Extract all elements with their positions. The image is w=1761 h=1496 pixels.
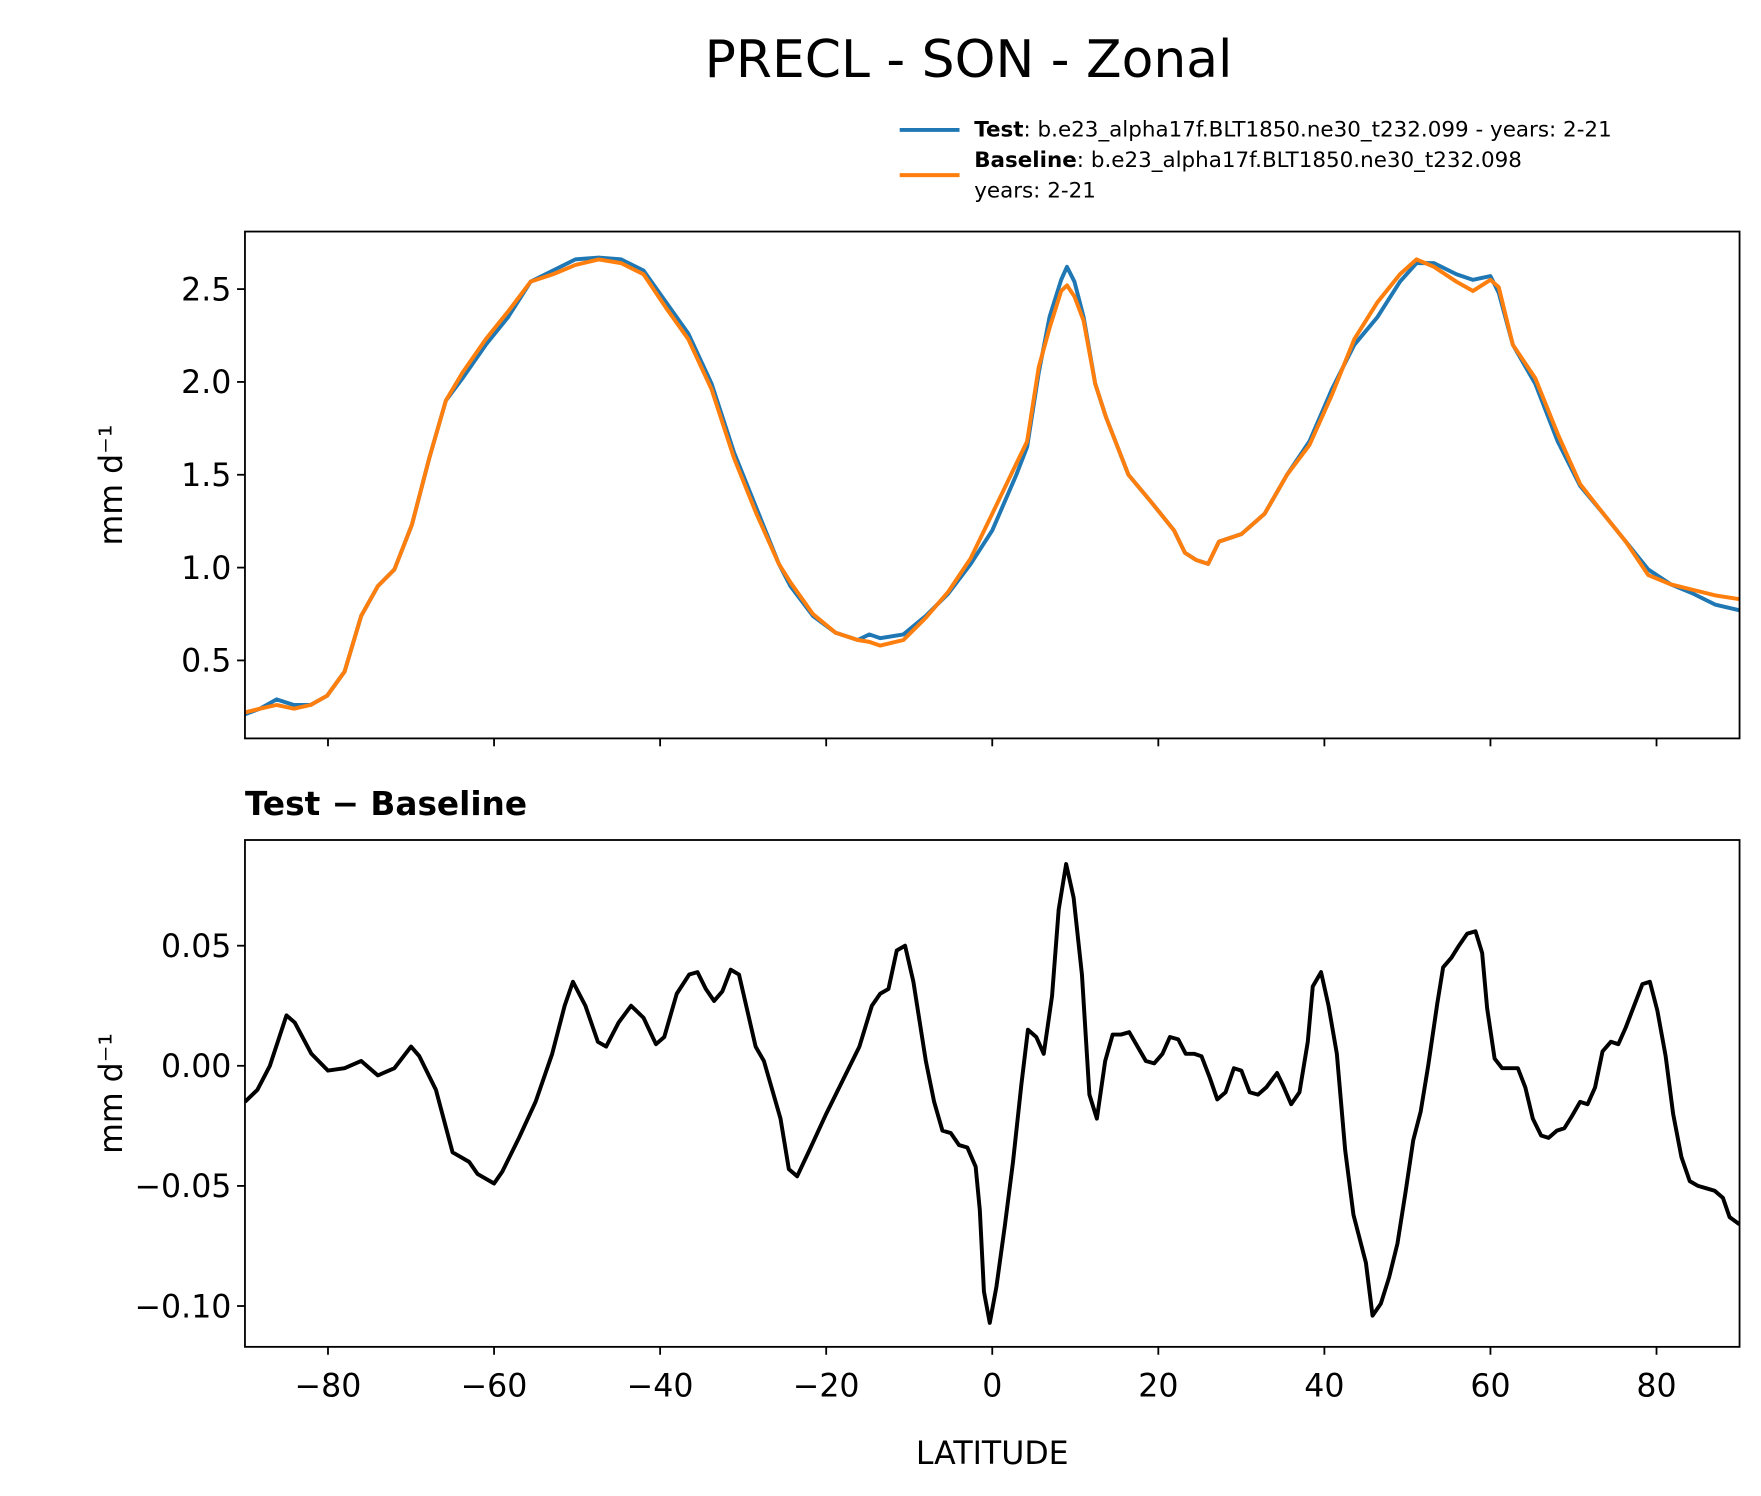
data-line [244,257,1740,715]
y-axis-label: mm d⁻¹ [94,1033,130,1154]
legend-entry: Baseline: b.e23_alpha17f.BLT1850.ne30_t2… [974,148,1522,203]
legend-name: Test [974,118,1023,143]
y-axis-label: mm d⁻¹ [94,424,130,545]
y-tick-label: 0.05 [161,929,231,965]
y-tick-label: 0.5 [181,644,231,680]
axes-frame [244,230,1741,740]
x-tick-label: 40 [1304,1369,1344,1405]
plot-area [244,255,1740,717]
y-tick-label: −0.10 [135,1289,232,1325]
x-tick-label: 0 [982,1369,1002,1405]
y-tick-label: 1.5 [181,458,231,494]
y-tick-label: −0.05 [135,1169,232,1205]
legend-description: years: 2-21 [974,179,1096,204]
y-tick-label: 2.5 [181,272,231,308]
y-tick-label: 1.0 [181,551,231,587]
legend-name: Baseline [974,148,1077,173]
figure-title: PRECL - SON - Zonal [705,30,1233,90]
y-tick-label: 0.00 [161,1049,231,1085]
x-tick-label: 80 [1636,1369,1676,1405]
x-tick-label: 20 [1138,1369,1178,1405]
data-line [244,862,1740,1325]
y-tick-label: 2.0 [181,365,231,401]
subplot-title: Test − Baseline [245,785,527,823]
legend-description: : b.e23_alpha17f.BLT1850.ne30_t232.098 [1077,148,1522,173]
x-tick-label: −60 [461,1369,528,1405]
axes-frame [244,839,1741,1348]
plot-area [244,862,1740,1325]
legend-description: : b.e23_alpha17f.BLT1850.ne30_t232.099 -… [1024,118,1612,143]
x-axis-label: LATITUDE [916,1436,1069,1472]
legend-entry: Test: b.e23_alpha17f.BLT1850.ne30_t232.0… [974,118,1612,143]
x-tick-label: 60 [1470,1369,1510,1405]
x-tick-label: −80 [295,1369,362,1405]
x-tick-label: −40 [627,1369,694,1405]
x-tick-label: −20 [793,1369,860,1405]
data-line [244,255,1740,717]
